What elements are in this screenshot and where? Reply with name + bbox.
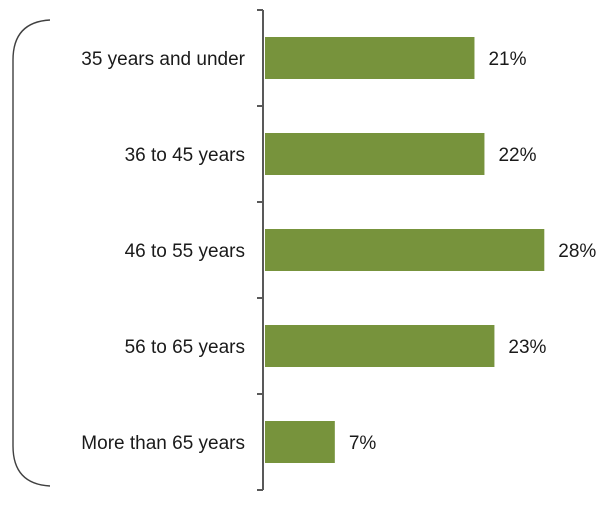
value-label: 22% bbox=[498, 145, 536, 166]
bar bbox=[265, 421, 335, 463]
category-label: 46 to 55 years bbox=[125, 241, 245, 262]
value-label: 28% bbox=[558, 241, 596, 262]
bar bbox=[265, 133, 485, 175]
value-label: 21% bbox=[488, 49, 526, 70]
category-labels: 35 years and under 36 to 45 years 46 to 55… bbox=[81, 49, 245, 454]
category-label: 56 to 65 years bbox=[125, 337, 245, 358]
value-label: 7% bbox=[349, 433, 377, 454]
bar bbox=[265, 325, 495, 367]
category-label: 35 years and under bbox=[81, 49, 245, 70]
value-labels: 21% 22% 28% 23% 7% bbox=[349, 49, 597, 454]
grouping-bracket bbox=[12, 19, 51, 487]
bar bbox=[265, 229, 545, 271]
value-label: 23% bbox=[508, 337, 546, 358]
bars bbox=[265, 37, 545, 463]
category-label: More than 65 years bbox=[81, 433, 245, 454]
bar bbox=[265, 37, 475, 79]
axis-ticks bbox=[257, 9, 263, 491]
category-label: 36 to 45 years bbox=[125, 145, 245, 166]
